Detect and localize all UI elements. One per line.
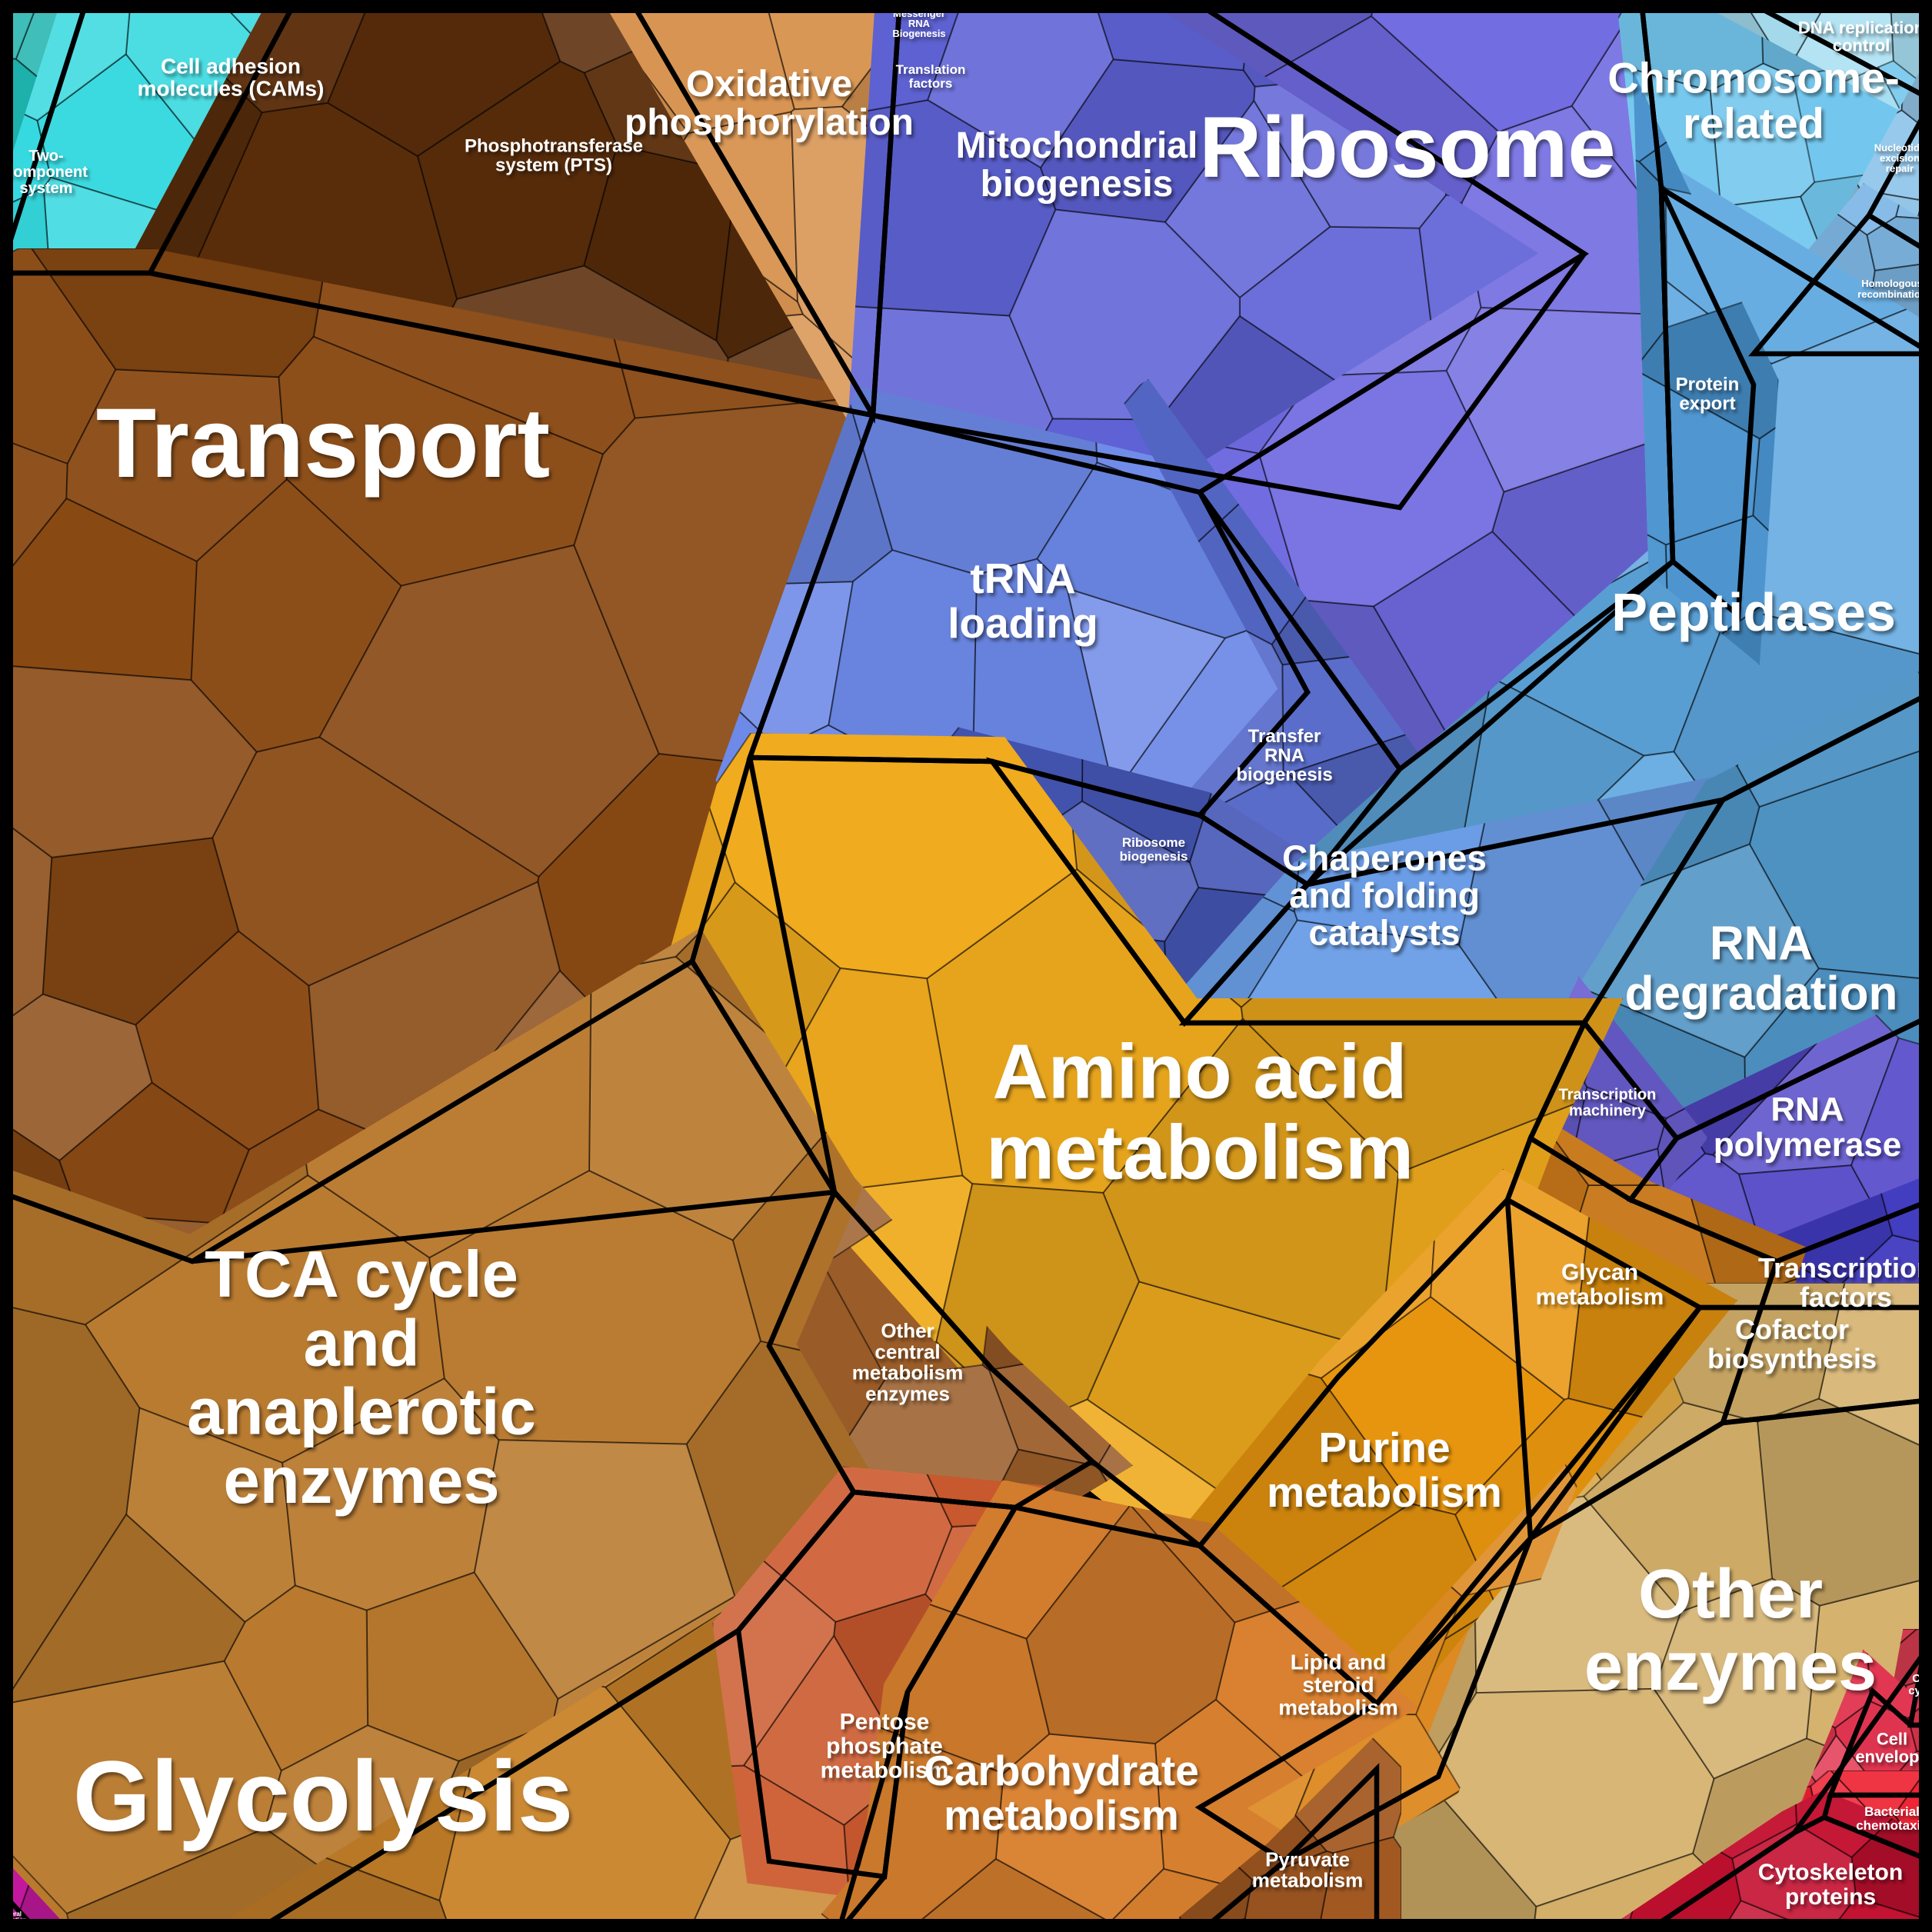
svg-text:metabolism: metabolism [986, 1110, 1414, 1196]
svg-text:Phosphotransferase: Phosphotransferase [465, 135, 643, 156]
svg-text:Transcription: Transcription [1758, 1252, 1932, 1284]
svg-text:Amino acid: Amino acid [993, 1029, 1407, 1115]
svg-text:enzymes: enzymes [865, 1382, 950, 1405]
svg-text:system: system [20, 180, 73, 197]
svg-text:component: component [5, 164, 88, 181]
svg-text:Chromosome-: Chromosome- [1607, 54, 1900, 102]
svg-text:Two-: Two- [28, 148, 63, 165]
svg-text:proteins: proteins [1785, 1884, 1876, 1910]
svg-text:Biogenesis: Biogenesis [892, 28, 945, 39]
svg-text:steroid: steroid [1302, 1673, 1374, 1697]
svg-text:export: export [1679, 394, 1735, 415]
svg-text:and folding: and folding [1289, 875, 1480, 915]
svg-text:polymerase: polymerase [1714, 1126, 1902, 1164]
svg-text:Cytoskeleton: Cytoskeleton [1758, 1860, 1903, 1885]
svg-text:Purine: Purine [1318, 1424, 1450, 1471]
svg-text:Carbohydrate: Carbohydrate [924, 1747, 1199, 1794]
svg-text:RNA: RNA [1710, 918, 1813, 971]
svg-text:metabolism: metabolism [944, 1791, 1179, 1839]
svg-text:system (PTS): system (PTS) [495, 155, 612, 176]
svg-text:envelope: envelope [1855, 1747, 1928, 1767]
svg-text:metabolism: metabolism [1252, 1869, 1364, 1892]
svg-text:Glycan: Glycan [1561, 1260, 1638, 1285]
svg-text:molecules (CAMs): molecules (CAMs) [138, 77, 325, 101]
svg-text:degradation: degradation [1625, 968, 1898, 1021]
svg-text:loading: loading [948, 599, 1098, 647]
svg-text:tRNA: tRNA [970, 555, 1075, 602]
svg-text:enzymes: enzymes [1584, 1628, 1877, 1705]
svg-text:Other: Other [1638, 1556, 1823, 1633]
svg-text:biogenesis: biogenesis [1236, 764, 1332, 785]
svg-text:and: and [303, 1307, 419, 1380]
svg-text:Transport: Transport [96, 388, 550, 498]
svg-text:TCA cycle: TCA cycle [205, 1238, 518, 1311]
svg-text:enzymes: enzymes [223, 1444, 499, 1517]
svg-text:metabolism: metabolism [1536, 1284, 1664, 1310]
svg-text:Transcription: Transcription [1559, 1087, 1657, 1104]
svg-text:Translation: Translation [896, 62, 966, 77]
svg-text:Pentose: Pentose [840, 1710, 930, 1735]
svg-text:related: related [1683, 98, 1824, 147]
svg-text:factors: factors [909, 76, 953, 91]
svg-text:metabolism: metabolism [852, 1361, 964, 1384]
svg-text:Ribosome: Ribosome [1122, 835, 1185, 850]
svg-text:Ribosome: Ribosome [1199, 99, 1615, 195]
svg-text:Protein: Protein [1676, 374, 1740, 395]
svg-text:Glycolysis: Glycolysis [73, 1740, 573, 1852]
svg-text:phosphorylation: phosphorylation [625, 102, 914, 143]
svg-text:recombination: recombination [1857, 288, 1927, 300]
svg-text:Lipid and: Lipid and [1291, 1651, 1386, 1674]
svg-text:machinery: machinery [1569, 1103, 1647, 1120]
svg-text:central: central [874, 1340, 940, 1363]
svg-text:metabolism: metabolism [1278, 1695, 1398, 1719]
svg-text:Chaperones: Chaperones [1282, 838, 1487, 878]
svg-text:DNA replication: DNA replication [1798, 18, 1924, 38]
svg-text:Cofactor: Cofactor [1735, 1314, 1849, 1345]
svg-text:Cell adhesion: Cell adhesion [161, 54, 301, 78]
svg-text:Peptidases: Peptidases [1611, 582, 1896, 642]
svg-text:catalysts: catalysts [1309, 912, 1461, 952]
svg-text:RNA: RNA [1264, 745, 1304, 766]
svg-text:control: control [1833, 36, 1890, 55]
svg-text:Cell: Cell [1877, 1729, 1907, 1748]
svg-text:Mitochondrial: Mitochondrial [956, 125, 1198, 166]
svg-text:Pyruvate: Pyruvate [1265, 1847, 1350, 1870]
svg-text:RNA: RNA [1770, 1091, 1844, 1128]
svg-text:Transfer: Transfer [1248, 726, 1321, 747]
svg-text:chemotaxis: chemotaxis [1856, 1818, 1928, 1833]
svg-text:Bacterial: Bacterial [1864, 1804, 1920, 1819]
svg-text:metabolism: metabolism [1267, 1468, 1502, 1516]
svg-text:factors: factors [1800, 1281, 1892, 1313]
svg-text:biosynthesis: biosynthesis [1707, 1343, 1877, 1374]
svg-text:biogenesis: biogenesis [981, 164, 1174, 205]
svg-text:biogenesis: biogenesis [1120, 849, 1188, 864]
svg-text:repair: repair [1886, 163, 1914, 175]
svg-text:anaplerotic: anaplerotic [187, 1376, 535, 1449]
svg-text:Oxidative: Oxidative [686, 64, 852, 105]
svg-text:Other: Other [881, 1319, 934, 1342]
